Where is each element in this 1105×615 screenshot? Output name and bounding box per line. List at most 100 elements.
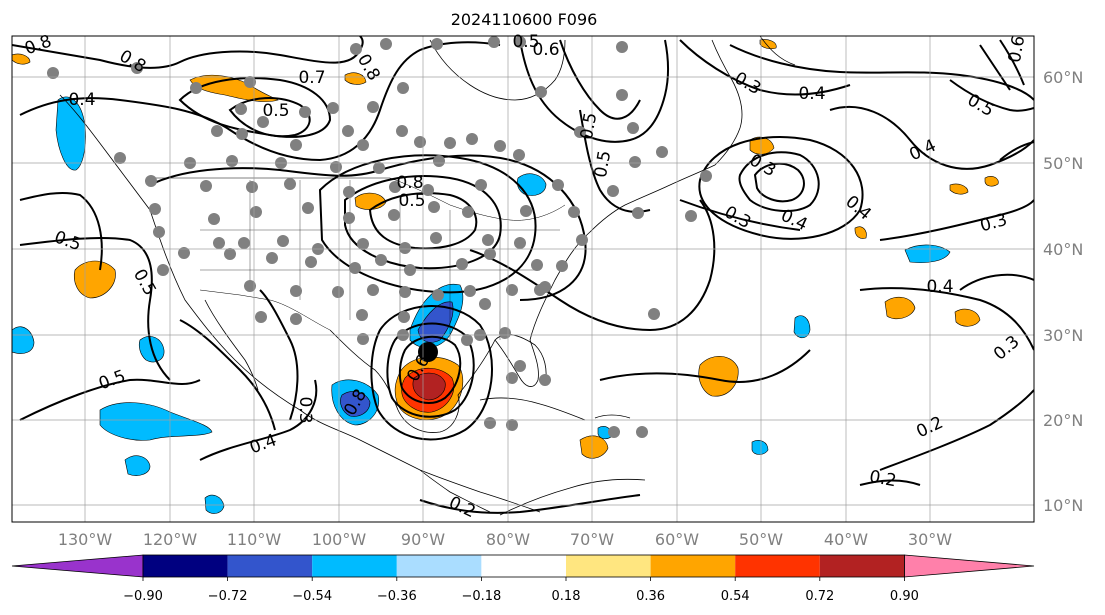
colorbar-tick-label: 0.18 <box>552 589 581 604</box>
station-dot <box>685 210 697 222</box>
station-dot <box>574 126 586 138</box>
lon-tick-label: 60°W <box>655 530 699 549</box>
station-dot <box>648 308 660 320</box>
contour-0.2-south <box>419 494 641 514</box>
contour-0.3-atl <box>679 39 851 96</box>
contour-storm-1 <box>398 335 462 404</box>
station-dot <box>236 128 248 140</box>
station-dot <box>462 206 474 218</box>
lon-tick-label: 120°W <box>143 530 198 549</box>
station-dot <box>350 43 362 55</box>
shade-blue-gulf <box>417 301 454 343</box>
station-dot <box>250 206 262 218</box>
station-dot <box>343 212 355 224</box>
station-dot <box>506 372 518 384</box>
station-dot <box>616 41 628 53</box>
coast-central-america <box>419 469 491 513</box>
contour-label: 0.5 <box>262 101 289 121</box>
contour-0.8-ne <box>999 39 1025 86</box>
station-dot <box>484 417 496 429</box>
station-dot <box>430 232 442 244</box>
station-dot <box>375 254 387 266</box>
contour-0.3-atl-east <box>829 105 1034 170</box>
station-dot <box>484 248 496 260</box>
station-dot <box>399 286 411 298</box>
shade-orange-pacific <box>73 260 116 299</box>
station-dot <box>396 125 408 137</box>
station-dot <box>157 264 169 276</box>
station-dot <box>246 181 258 193</box>
station-dot <box>456 258 468 270</box>
station-dot <box>399 242 411 254</box>
lon-tick-label: 30°W <box>908 530 952 549</box>
shade-cyan-pacific1 <box>99 402 213 441</box>
contour-label: 0.5 <box>591 149 615 179</box>
contour-0.4-mex <box>199 379 318 461</box>
coast-hispaniola <box>594 414 631 419</box>
contour-0.4-atl-low <box>698 136 864 240</box>
map-panel: 0.80.80.70.50.40.80.50.60.3 0.4 0.50.50.30… <box>11 31 1035 523</box>
shade-cyan-pacific5 <box>204 494 225 514</box>
colorbar-tick-label: −0.36 <box>377 589 417 604</box>
station-dot <box>235 103 247 115</box>
lon-tick-label: 80°W <box>486 530 530 549</box>
station-dot <box>506 284 518 296</box>
lon-tick-label: 100°W <box>312 530 367 549</box>
station-dot <box>444 137 456 149</box>
contour-0.4-atl <box>729 44 1034 101</box>
shade-orange-caribbean <box>698 356 739 397</box>
station-dot <box>266 252 278 264</box>
station-dot <box>636 426 648 438</box>
station-dot <box>535 86 547 98</box>
contour-storm-2 <box>386 322 475 418</box>
contour-0.5-pac <box>19 191 103 271</box>
station-dot <box>464 285 476 297</box>
contour-0.5-ne <box>949 79 1034 112</box>
station-dot <box>343 186 355 198</box>
station-dot <box>431 38 443 50</box>
station-dot <box>616 89 628 101</box>
map-title: 2024110600 F096 <box>451 10 598 29</box>
contour-0.3-atl-mid <box>679 199 801 231</box>
shade-orange-atl5 <box>984 176 999 187</box>
shade-orange-atl2 <box>954 308 981 327</box>
lon-tick-label: 130°W <box>58 530 113 549</box>
colorbar-tick-label: 0.72 <box>805 589 834 604</box>
contour-0.7 <box>178 77 332 138</box>
station-dot <box>520 205 532 217</box>
lon-tick-label: 40°W <box>824 530 868 549</box>
shade-orange-atl4 <box>949 183 969 195</box>
station-dot <box>224 248 236 260</box>
station-dot <box>357 139 369 151</box>
state-lines <box>200 180 560 340</box>
shade-orange-nw <box>12 53 31 65</box>
station-dot <box>357 333 369 345</box>
shade-orange-atl3 <box>579 435 609 459</box>
station-dot <box>499 327 511 339</box>
station-dot <box>539 281 551 293</box>
station-dot <box>632 207 644 219</box>
shade-orange-atl6 <box>854 226 867 239</box>
station-dot <box>397 82 409 94</box>
shade-cyan-atl2 <box>793 315 811 339</box>
station-dot <box>145 175 157 187</box>
station-dot <box>327 102 339 114</box>
station-dot <box>290 285 302 297</box>
station-dot <box>608 426 620 438</box>
station-dot <box>226 155 238 167</box>
contour-0.6-e <box>999 141 1034 161</box>
contour-0.2-atl <box>879 389 1034 471</box>
contour-0.4-atl-east <box>879 199 1034 241</box>
shade-cyan-pacific3 <box>12 326 35 354</box>
colorbar-tick-labels: −0.90 −0.72 −0.54 −0.36 −0.18 0.18 0.36 0.54 0.7… <box>123 577 919 604</box>
shade-cyan-pacific4 <box>124 455 151 476</box>
contour-label: 0.5 <box>398 191 425 211</box>
contour-0.4-east2 <box>559 39 641 120</box>
colorbar <box>11 554 1035 578</box>
shade-orange-atl1 <box>884 296 916 320</box>
contour-0.8-low <box>368 192 478 250</box>
station-dot <box>607 185 619 197</box>
station-dot <box>302 202 314 214</box>
colorbar-tick-label: 0.54 <box>721 589 750 604</box>
station-dot <box>539 374 551 386</box>
